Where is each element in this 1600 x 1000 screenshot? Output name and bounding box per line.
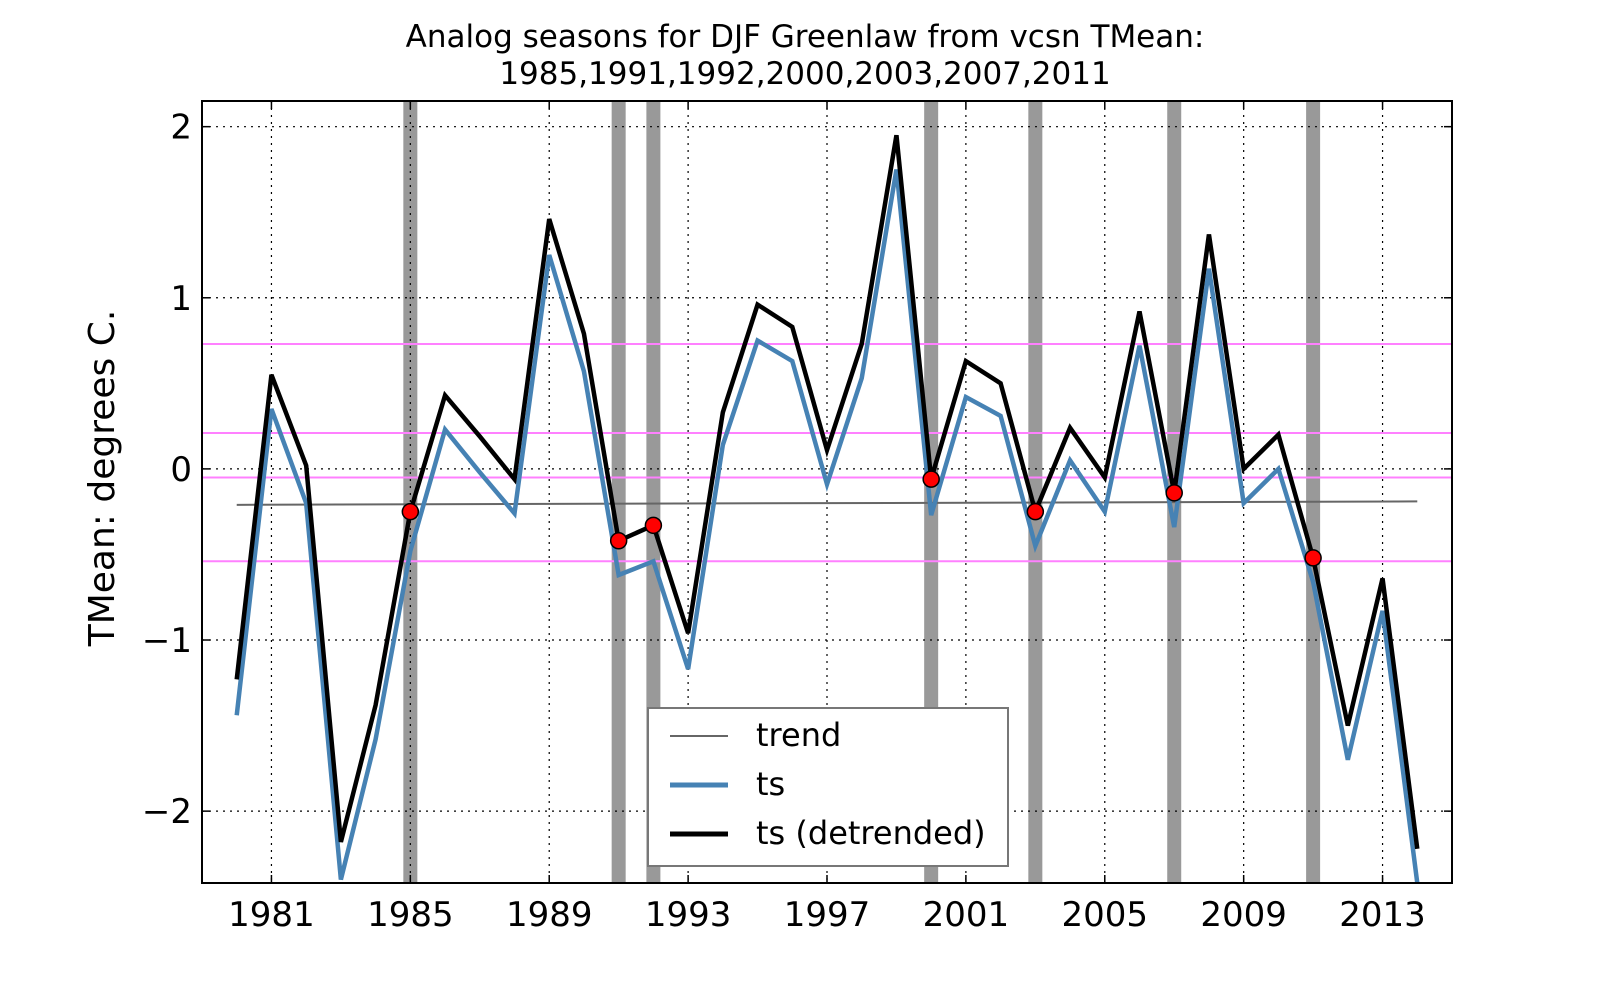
axis-ticks: 1981 1985 1989 1993 1997 2001 2005 2009 2013 2 1 0 −… <box>142 101 1452 935</box>
analog-marker-2007 <box>1165 484 1183 502</box>
analog-bar-2000 <box>924 101 939 883</box>
trend-line <box>236 500 1418 506</box>
analog-marker-2003 <box>1026 502 1045 521</box>
analog-marker-1985 <box>401 502 420 521</box>
analog-bar-1991 <box>611 101 626 883</box>
x-tick-label-2013: 2013 <box>1339 895 1426 935</box>
y-axis-label: TMean: degrees C. <box>82 310 123 648</box>
analog-bar-2011 <box>1306 101 1321 883</box>
chart-title: Analog seasons for DJF Greenlaw from vcs… <box>406 19 1205 92</box>
legend-label-detrended: ts (detrended) <box>756 814 986 852</box>
analog-marker-1991 <box>609 532 628 550</box>
legend-label-ts: ts <box>756 765 785 803</box>
y-tick-label--1: −1 <box>142 621 192 661</box>
x-tick-label-2005: 2005 <box>1062 895 1149 935</box>
x-tick-label-1993: 1993 <box>645 895 732 935</box>
analog-bar-2003 <box>1028 101 1043 883</box>
chart-title-line-1: Analog seasons for DJF Greenlaw from vcs… <box>406 19 1205 55</box>
y-tick-label-2: 2 <box>170 108 192 148</box>
analog-marker-2011 <box>1304 549 1322 567</box>
chart-title-line-2: 1985,1991,1992,2000,2003,2007,2011 <box>499 56 1110 92</box>
analog-bar-1985 <box>403 101 418 883</box>
x-tick-label-1981: 1981 <box>228 895 315 935</box>
x-tick-label-2001: 2001 <box>923 895 1010 935</box>
ts-line <box>234 169 1420 883</box>
x-tick-label-1989: 1989 <box>506 895 593 935</box>
x-tick-label-1985: 1985 <box>367 895 454 935</box>
legend-label-trend: trend <box>756 716 841 754</box>
analog-marker-1992 <box>644 516 663 535</box>
x-tick-label-2009: 2009 <box>1200 895 1287 935</box>
legend: trend ts ts (detrended) <box>647 707 1009 867</box>
analog-marker-2000 <box>922 470 940 488</box>
y-tick-label--2: −2 <box>142 792 192 832</box>
y-tick-label-0: 0 <box>170 450 192 490</box>
analog-bar-1992 <box>646 101 661 883</box>
ts-detrended-line <box>234 134 1420 850</box>
x-tick-label-1997: 1997 <box>784 895 871 935</box>
y-tick-label-1: 1 <box>170 279 192 319</box>
